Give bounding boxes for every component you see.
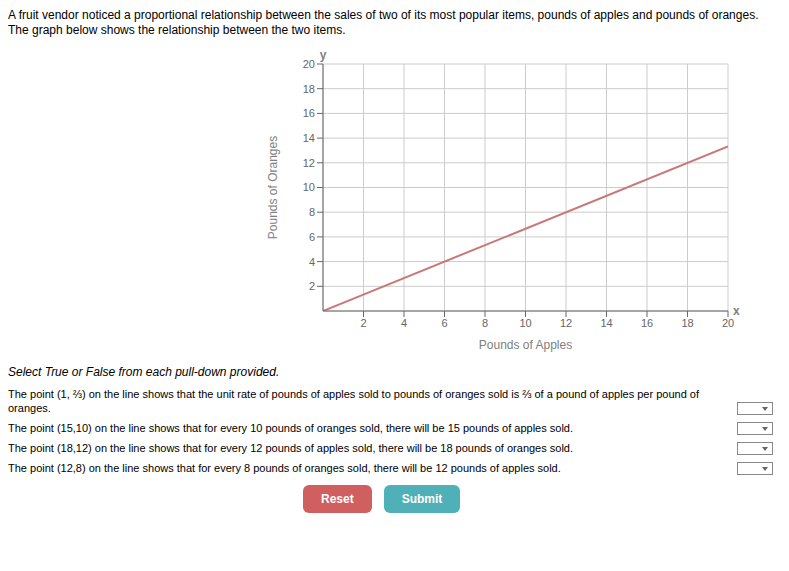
svg-text:6: 6 — [441, 317, 447, 329]
svg-text:Pounds of Oranges: Pounds of Oranges — [266, 136, 280, 239]
svg-text:x: x — [733, 304, 740, 318]
html-text:Submit: Submit — [401, 492, 443, 506]
svg-text:12: 12 — [560, 317, 572, 329]
svg-text:6: 6 — [309, 231, 315, 243]
svg-text:2: 2 — [360, 317, 366, 329]
svg-text:Pounds of Apples: Pounds of Apples — [479, 338, 572, 352]
svg-text:16: 16 — [641, 317, 653, 329]
svg-text:10: 10 — [303, 181, 315, 193]
svg-text:4: 4 — [309, 256, 315, 268]
html-text:The point (12,8) on the line s: The point (12,8) on the line shows that … — [8, 462, 561, 474]
html-text:Select True or False from each: Select True or False from each pull-down… — [8, 365, 280, 379]
svg-text:16: 16 — [303, 107, 315, 119]
svg-text:4: 4 — [401, 317, 407, 329]
html-text:A fruit vendor noticed a propo: A fruit vendor noticed a proportional re… — [8, 8, 759, 37]
html-text:Reset: Reset — [321, 492, 354, 506]
svg-text:18: 18 — [303, 83, 315, 95]
svg-text:20: 20 — [303, 58, 315, 70]
html-text:The point (1, ⅔) on the line s: The point (1, ⅔) on the line shows that … — [8, 388, 699, 414]
svg-text:2: 2 — [309, 280, 315, 292]
html-text:The point (18,12) on the line: The point (18,12) on the line shows that… — [8, 442, 573, 454]
svg-text:14: 14 — [303, 132, 315, 144]
svg-text:14: 14 — [600, 317, 612, 329]
html-text:The point (15,10) on the line: The point (15,10) on the line shows that… — [8, 422, 573, 434]
svg-text:18: 18 — [681, 317, 693, 329]
svg-text:y: y — [320, 48, 327, 62]
svg-text:10: 10 — [519, 317, 531, 329]
svg-text:20: 20 — [722, 317, 734, 329]
svg-text:12: 12 — [303, 157, 315, 169]
svg-text:8: 8 — [482, 317, 488, 329]
svg-text:8: 8 — [309, 206, 315, 218]
